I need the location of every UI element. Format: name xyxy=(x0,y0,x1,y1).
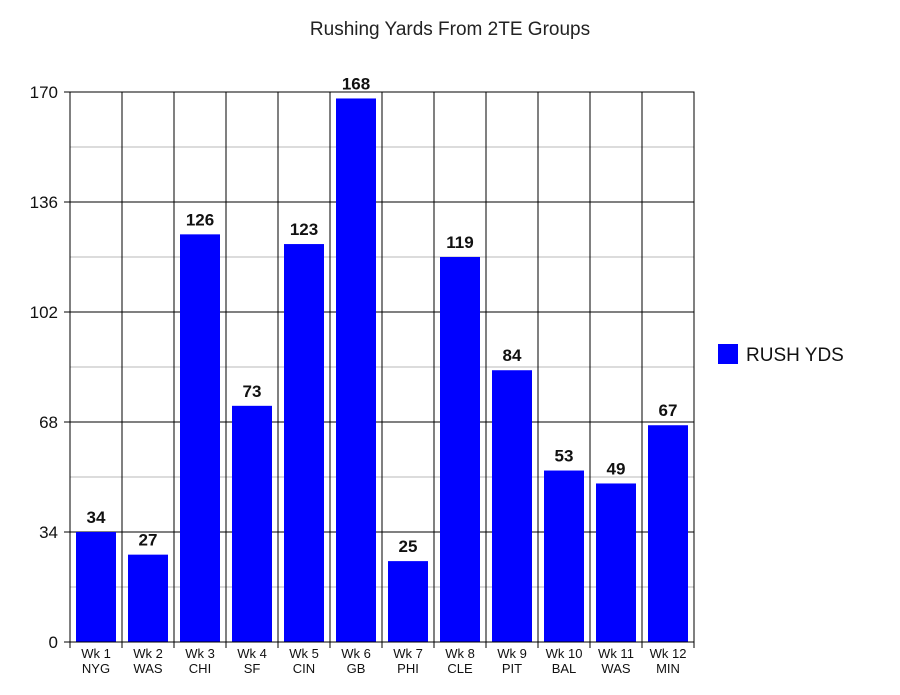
x-tick-label: Wk 4 SF xyxy=(237,646,267,676)
y-tick-label: 34 xyxy=(39,523,58,542)
bar xyxy=(232,405,272,642)
bar xyxy=(388,561,428,642)
x-tick-label: Wk 5 CIN xyxy=(289,646,319,676)
bar xyxy=(336,98,376,643)
y-axis: 0 34 68 102 136 170 xyxy=(30,83,70,652)
data-label: 25 xyxy=(399,537,418,556)
data-label: 53 xyxy=(555,447,574,466)
x-tick-label: Wk 6 GB xyxy=(341,646,371,676)
x-tick-label: Wk 7 PHI xyxy=(393,646,423,676)
y-tick-label: 0 xyxy=(49,633,58,652)
data-label: 123 xyxy=(290,220,318,239)
data-label: 168 xyxy=(342,74,370,93)
data-label: 27 xyxy=(139,531,158,550)
bar xyxy=(180,234,220,642)
x-tick-label: Wk 10 BAL xyxy=(546,646,583,676)
legend-label-rush-yds: RUSH YDS xyxy=(746,345,844,366)
x-tick-label: Wk 11 WAS xyxy=(598,646,634,676)
x-axis: Wk 1 NYG Wk 2 WAS Wk 3 CHI Wk 4 SF Wk 5 CIN Wk 6 GB… xyxy=(69,642,695,676)
data-label: 73 xyxy=(243,382,262,401)
bar xyxy=(648,425,688,642)
data-labels: 34 27 126 73 123 168 25 119 84 53 49 67 xyxy=(87,74,678,556)
x-tick-label: Wk 3 CHI xyxy=(185,646,215,676)
chart-title: Rushing Yards From 2TE Groups xyxy=(310,19,590,40)
grid xyxy=(70,92,694,642)
data-label: 119 xyxy=(446,233,473,252)
bar xyxy=(544,470,584,642)
data-label: 49 xyxy=(607,459,626,478)
x-tick-label: Wk 2 WAS xyxy=(133,646,163,676)
x-tick-label: Wk 1 NYG xyxy=(81,646,111,676)
y-tick-label: 170 xyxy=(30,83,58,102)
bar xyxy=(284,244,324,642)
bar xyxy=(76,532,116,642)
data-label: 84 xyxy=(503,346,522,365)
bar xyxy=(440,257,480,642)
x-tick-label: Wk 8 CLE xyxy=(445,646,475,676)
legend-swatch xyxy=(718,344,738,364)
y-tick-label: 136 xyxy=(30,193,58,212)
legend: RUSH YDS xyxy=(718,344,844,366)
y-tick-label: 102 xyxy=(30,303,58,322)
bar xyxy=(128,554,168,642)
x-tick-label: Wk 12 MIN xyxy=(650,646,687,676)
bars xyxy=(76,98,688,643)
x-tick-label: Wk 9 PIT xyxy=(497,646,527,676)
data-label: 126 xyxy=(186,210,214,229)
y-tick-label: 68 xyxy=(39,413,58,432)
data-label: 34 xyxy=(87,508,106,527)
bar xyxy=(492,370,532,642)
data-label: 67 xyxy=(659,401,678,420)
bar xyxy=(596,483,636,642)
